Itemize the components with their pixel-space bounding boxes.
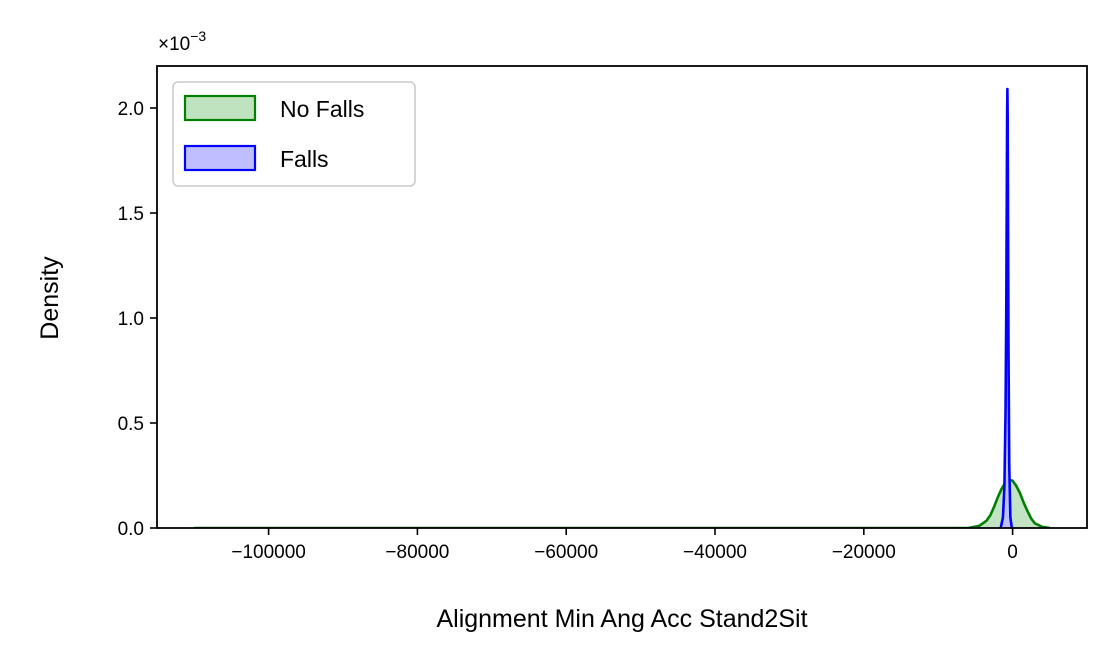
x-axis-label: Alignment Min Ang Acc Stand2Sit xyxy=(436,605,807,633)
x-tick-label: −20000 xyxy=(832,542,896,563)
x-tick-label: 0 xyxy=(1007,542,1018,563)
y-tick-label: 2.0 xyxy=(118,99,144,120)
y-tick-label: 1.5 xyxy=(118,204,144,225)
y-tick-label: 0.5 xyxy=(118,414,144,435)
legend-swatch-falls xyxy=(183,144,257,172)
plot-area xyxy=(194,87,1050,528)
y-axis-label: Density xyxy=(36,256,64,340)
legend: No Falls Falls xyxy=(172,81,416,187)
legend-label-falls: Falls xyxy=(280,146,329,172)
plot-frame xyxy=(156,65,1088,529)
x-tick-label: −40000 xyxy=(683,542,747,563)
x-tick-label: −100000 xyxy=(231,542,306,563)
falls-density-line xyxy=(999,87,1014,528)
legend-label-no-falls: No Falls xyxy=(280,96,364,122)
x-tick-label: −80000 xyxy=(385,542,449,563)
y-tick-label: 0.0 xyxy=(118,519,144,540)
y-tick-label: 1.0 xyxy=(118,309,144,330)
x-tick-label: −60000 xyxy=(534,542,598,563)
y-scale-multiplier: ×10−3 xyxy=(158,28,206,55)
legend-swatch-no-falls xyxy=(183,94,257,122)
y-scale-exponent: −3 xyxy=(190,28,206,44)
axes: −100000 −80000 −60000 −40000 −20000 0 0.0 0.5 1.… xyxy=(118,65,1088,563)
series-group xyxy=(194,87,1050,528)
